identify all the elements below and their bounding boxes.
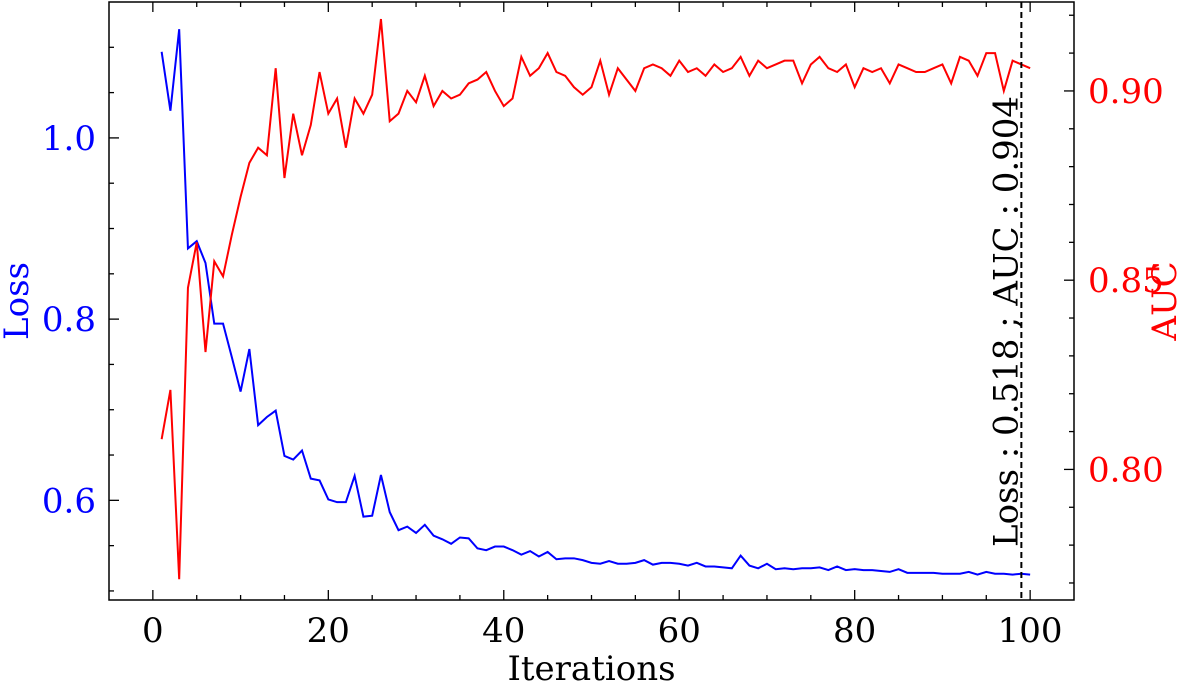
left-tick-label: 1.0: [42, 119, 96, 159]
x-axis-title: Iterations: [507, 649, 675, 687]
x-tick-label: 20: [307, 611, 350, 651]
x-tick-label: 0: [142, 611, 164, 651]
right-axis-title: AUC: [1145, 261, 1185, 341]
left-tick-label: 0.6: [42, 481, 96, 521]
marker-group: Loss : 0.518 ; AUC : 0.904: [986, 2, 1026, 600]
auc-series-line: [160, 18, 1031, 580]
left-tick-label: 0.8: [42, 300, 96, 340]
marker-annotation: Loss : 0.518 ; AUC : 0.904: [986, 96, 1026, 547]
left-axis-title: Loss: [0, 262, 37, 340]
x-axis-ticks: 0 20 40 60 80 100: [142, 2, 1063, 651]
right-axis-ticks: 0.80 0.85 0.90: [1064, 14, 1164, 584]
series-group: [160, 18, 1031, 580]
right-tick-label: 0.85: [1088, 261, 1164, 301]
loss-series-line: [160, 29, 1031, 576]
plot-frame-group: [108, 1, 1075, 601]
right-tick-label: 0.90: [1088, 72, 1164, 112]
x-tick-label: 80: [833, 611, 876, 651]
x-tick-label: 40: [482, 611, 525, 651]
left-axis-ticks: 0.6 0.8 1.0: [42, 46, 119, 592]
x-tick-label: 100: [998, 611, 1063, 651]
x-tick-label: 60: [658, 611, 701, 651]
plot-frame: [108, 1, 1075, 601]
right-tick-label: 0.80: [1088, 450, 1164, 490]
